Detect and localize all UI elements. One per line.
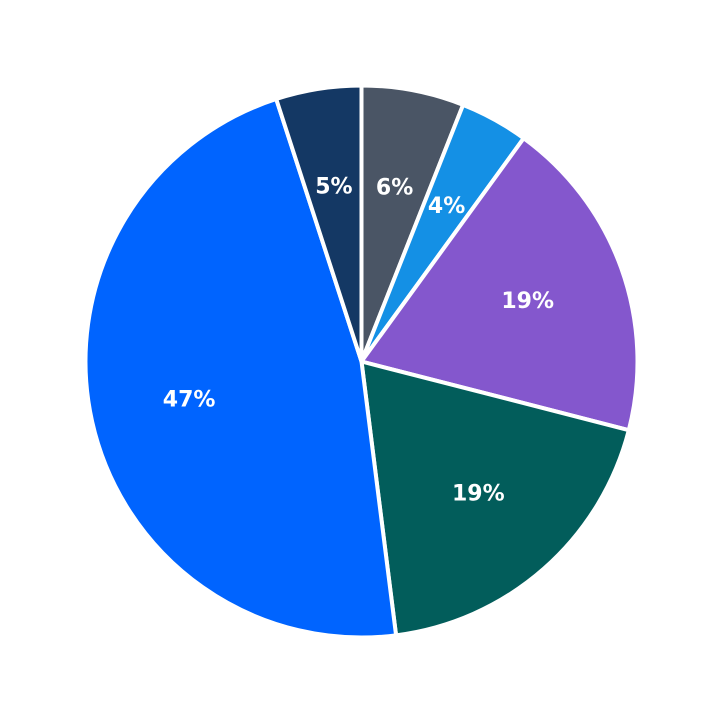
pie-slice-label-5: 47% <box>163 388 216 413</box>
pie-labels: 6% 4% 19% 19% 47% 5% <box>163 175 554 507</box>
pie-slice-label-4: 19% <box>452 481 505 506</box>
pie-slices <box>83 83 640 640</box>
pie-slice-label-1: 6% <box>376 175 413 200</box>
pie-slice-label-6: 5% <box>315 175 352 200</box>
pie-slice-3 <box>359 136 640 433</box>
pie-slice-label-3: 19% <box>501 289 554 314</box>
pie-slice-4 <box>359 359 631 638</box>
pie-slice-label-2: 4% <box>428 194 465 219</box>
pie-slice-6 <box>274 83 364 364</box>
